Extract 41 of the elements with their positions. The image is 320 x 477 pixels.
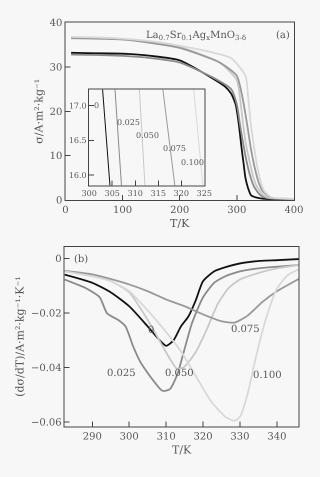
y-axis-title: σ/A·m²·kg⁻¹ [32,78,46,144]
x-tick-label: 310 [128,189,143,198]
x-tick-label: 300 [82,189,97,198]
y-tick-label: 40 [50,18,62,30]
x-tick-label: 400 [284,204,304,216]
x-axis-title: T/K [172,443,192,456]
y-tick-label: 16.0 [68,170,87,180]
annotation: 0.100 [181,158,204,167]
y-tick-label: 20 [50,106,62,118]
x-tick-label: 300 [227,204,246,216]
y-tick-label: −0.06 [30,418,62,429]
x-tick-label: 300 [120,431,139,442]
x-tick-label: 310 [156,431,176,442]
x-tick-label: 330 [230,431,250,442]
annotation: (a) [276,30,290,41]
y-tick-label: 17.0 [68,101,87,110]
y-tick-label: 10 [50,151,62,162]
x-tick-label: 100 [112,204,132,216]
y-axis-title: (dσ/dT)/A·m²·kg⁻¹·K⁻¹ [14,276,27,397]
x-tick-label: 305 [104,189,120,198]
x-axis-title: T/K [170,217,190,230]
y-tick-label: −0.04 [30,363,62,374]
y-tick-label: −0.02 [30,308,62,320]
x-tick-label: 340 [267,431,286,442]
annotation: 0.075 [231,324,260,335]
y-tick-label: 16.5 [68,136,87,146]
x-tick-label: 320 [174,189,189,198]
x-tick-label: 320 [194,431,213,442]
y-tick-label: 0 [55,254,62,266]
annotation: 0.025 [107,368,136,379]
x-tick-label: 290 [82,431,102,442]
annotation: La$_{0.7}$Sr$_{0.1}$Ag$_{x}$MnO$_{3-δ}$ [146,30,246,42]
annotation: 0.050 [136,131,159,140]
y-tick-label: 30 [50,62,62,74]
x-tick-label: 315 [150,189,166,198]
annotation: 0 [94,101,100,110]
annotation: 0.025 [117,118,140,127]
x-tick-label: 325 [196,189,212,198]
x-tick-label: 200 [170,204,190,216]
annotation: 0.100 [253,370,282,381]
annotation: (b) [74,254,88,265]
